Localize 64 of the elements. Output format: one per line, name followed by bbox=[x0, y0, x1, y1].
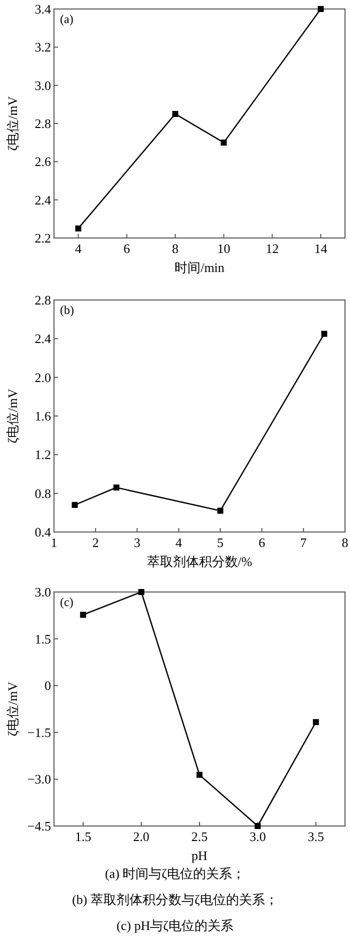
x-tick-label: 6 bbox=[258, 535, 266, 550]
y-tick-label: 3.4 bbox=[34, 2, 52, 16]
y-tick-label: 1.2 bbox=[34, 447, 51, 462]
x-tick-label: 5 bbox=[217, 535, 224, 550]
x-tick-label: 4 bbox=[75, 241, 82, 256]
point bbox=[75, 225, 82, 232]
y-tick-label: −3.0 bbox=[27, 772, 51, 787]
x-axis-title: 时间/min bbox=[174, 260, 225, 275]
x-tick-label: 8 bbox=[172, 241, 178, 256]
x-tick-label: 2.5 bbox=[191, 829, 208, 844]
x-tick-label: 1 bbox=[50, 535, 58, 550]
text: (a) 时间与ζ电位的关系； bbox=[104, 866, 246, 881]
x-tick-label: 10 bbox=[217, 241, 230, 256]
y-tick-label: 3.0 bbox=[34, 584, 51, 600]
y-tick-label: 0.4 bbox=[34, 524, 52, 540]
chart-title: (c) bbox=[60, 595, 74, 609]
y-tick-label: 2.6 bbox=[34, 154, 52, 170]
y-tick-label: 1.6 bbox=[34, 408, 52, 424]
y-tick-label: 2.4 bbox=[34, 331, 52, 346]
y-tick-label: 2.8 bbox=[34, 116, 51, 131]
point bbox=[113, 484, 120, 491]
y-tick-label: 1.5 bbox=[34, 631, 51, 646]
point bbox=[321, 330, 328, 337]
y-tick-label: 2.4 bbox=[34, 192, 52, 208]
x-tick-label: 7 bbox=[300, 535, 308, 550]
y-tick-label: 3.0 bbox=[34, 78, 51, 93]
point bbox=[172, 110, 178, 117]
point bbox=[254, 823, 261, 829]
x-tick-label: 4 bbox=[175, 535, 182, 550]
y-tick-label: 0.8 bbox=[34, 486, 51, 501]
y-tick-label: 2.2 bbox=[34, 230, 51, 246]
point bbox=[72, 502, 78, 508]
point bbox=[220, 140, 227, 146]
point bbox=[138, 589, 144, 595]
x-axis-title: pH bbox=[192, 848, 208, 863]
y-axis-title: ζ电位/mV bbox=[5, 681, 20, 736]
x-tick-label: 3.5 bbox=[308, 829, 324, 844]
x-tick-label: 6 bbox=[124, 241, 130, 256]
y-tick-label: −1.5 bbox=[27, 724, 51, 740]
y-tick-label: 2.0 bbox=[34, 370, 51, 385]
x-tick-label: 2 bbox=[92, 535, 99, 550]
point bbox=[318, 6, 324, 12]
point bbox=[80, 612, 86, 618]
y-tick-label: 3.2 bbox=[34, 40, 51, 55]
x-tick-label: 1.5 bbox=[74, 829, 92, 844]
x-tick-label: 14 bbox=[314, 241, 328, 256]
point bbox=[312, 719, 319, 726]
x-tick-label: 3.0 bbox=[250, 829, 266, 844]
point bbox=[196, 772, 202, 778]
y-tick-label: 0 bbox=[44, 678, 51, 694]
text: (b) 萃取剂体积分数与ζ电位的关系； bbox=[72, 892, 278, 907]
y-tick-label: 2.8 bbox=[34, 292, 51, 308]
y-axis-title: ζ电位/mV bbox=[5, 96, 20, 151]
text: (c) pH与ζ电位的关系 bbox=[116, 918, 234, 933]
x-axis-title: 萃取剂体积分数/% bbox=[146, 554, 252, 569]
chart-title: (b) bbox=[60, 303, 74, 317]
y-tick-label: −4.5 bbox=[27, 818, 51, 834]
chart-title: (a) bbox=[60, 12, 74, 26]
x-tick-label: 8 bbox=[342, 535, 348, 550]
point bbox=[217, 508, 224, 514]
x-tick-label: 12 bbox=[266, 241, 279, 256]
x-tick-label: 2.0 bbox=[133, 829, 150, 844]
x-tick-label: 3 bbox=[134, 535, 140, 550]
y-axis-title: ζ电位/mV bbox=[5, 388, 20, 444]
